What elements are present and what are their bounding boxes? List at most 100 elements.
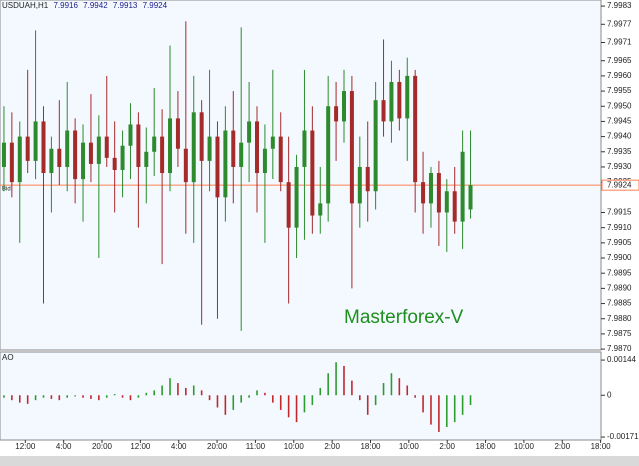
x-tick-label: 20:00 xyxy=(92,442,113,451)
y-tick-label: 7.9910 xyxy=(607,223,632,232)
x-tick-label: 18:00 xyxy=(360,442,381,451)
x-tick-label: 2:00 xyxy=(324,442,340,451)
candle-body xyxy=(428,173,433,204)
candle-body xyxy=(120,145,125,170)
candle-body xyxy=(262,148,267,174)
y-tick-label: 7.9935 xyxy=(607,147,632,156)
candle-body xyxy=(73,130,78,180)
candle-body xyxy=(318,203,323,216)
x-tick-label: 4:00 xyxy=(56,442,72,451)
y-tick-label: 7.9965 xyxy=(607,56,632,65)
y-tick-label: 7.9875 xyxy=(607,329,632,338)
candle-body xyxy=(302,130,307,167)
candle-body xyxy=(365,166,370,192)
candle-body xyxy=(413,75,418,183)
candle-body xyxy=(1,142,6,167)
candle-body xyxy=(57,148,62,167)
y-tick-label: -0.00171 xyxy=(607,432,639,441)
candle-body xyxy=(341,91,346,122)
candle-body xyxy=(128,124,133,146)
candle-body xyxy=(223,130,228,198)
x-tick-label: 11:00 xyxy=(246,442,266,451)
candle-body xyxy=(326,106,331,204)
candle-body xyxy=(96,136,101,164)
candle-body xyxy=(199,112,204,161)
x-tick-label: 10:00 xyxy=(399,442,420,451)
candle-body xyxy=(452,191,457,222)
y-tick-label: 7.9885 xyxy=(607,299,632,308)
candle-body xyxy=(468,185,473,210)
candle-body xyxy=(334,106,339,122)
x-tick-label: 2:00 xyxy=(439,442,455,451)
candle-body xyxy=(286,182,291,228)
main-panel xyxy=(0,0,602,351)
candle-body xyxy=(239,142,244,167)
candle-body xyxy=(88,142,93,164)
header: USDUAH,H1 7.9916 7.9942 7.9913 7.9924 xyxy=(2,1,168,10)
bid-price: 7.9924 xyxy=(607,180,632,189)
candle-body xyxy=(25,136,30,161)
candle-body xyxy=(152,136,157,152)
y-tick-label: 7.9895 xyxy=(607,268,632,277)
candle-body xyxy=(49,148,54,174)
bid-label: Bid xyxy=(2,187,11,193)
y-tick-label: 0.00144 xyxy=(607,355,636,364)
x-tick-label: 10:00 xyxy=(284,442,305,451)
candle-body xyxy=(65,130,70,167)
candle-body xyxy=(175,118,180,149)
y-tick-label: 7.9983 xyxy=(607,1,632,10)
candle-body xyxy=(160,136,165,174)
candle-body xyxy=(294,166,299,228)
y-tick-label: 7.9950 xyxy=(607,101,632,110)
watermark: Masterforex-V xyxy=(344,307,464,328)
candle-body xyxy=(444,191,449,213)
candle-body xyxy=(278,136,283,183)
candle-body xyxy=(168,118,173,174)
symbol: USDUAH,H1 xyxy=(2,1,49,10)
candle-body xyxy=(104,136,109,158)
x-tick-label: 4:00 xyxy=(171,442,187,451)
scrollbar xyxy=(0,456,639,466)
y-tick-label: 7.9945 xyxy=(607,117,632,126)
candle-body xyxy=(436,173,441,213)
indicator-label: AO xyxy=(2,353,14,362)
candle-body xyxy=(207,136,212,161)
candle-body xyxy=(460,151,465,222)
low-value: 7.9913 xyxy=(113,1,138,10)
x-tick-label: 12:00 xyxy=(15,442,36,451)
y-tick-label: 7.9977 xyxy=(607,19,632,28)
candle-body xyxy=(397,81,402,119)
bid-box xyxy=(601,179,639,191)
candle-body xyxy=(231,130,236,167)
y-tick-label: 7.9915 xyxy=(607,208,632,217)
candle-body xyxy=(215,136,220,198)
close-value: 7.9924 xyxy=(143,1,168,10)
candle-body xyxy=(183,148,188,183)
candle-body xyxy=(191,112,196,183)
y-tick-label: 7.9890 xyxy=(607,283,632,292)
candle-body xyxy=(33,121,38,161)
y-tick-label: 7.9880 xyxy=(607,314,632,323)
candle-body xyxy=(112,157,117,170)
x-tick-label: 10:00 xyxy=(514,442,535,451)
candle-body xyxy=(17,136,22,183)
candle-body xyxy=(405,75,410,119)
y-tick-label: 7.9940 xyxy=(607,132,632,141)
candle-body xyxy=(349,91,354,204)
x-tick-label: 20:00 xyxy=(207,442,228,451)
candle-body xyxy=(421,182,426,204)
y-tick-label: 0 xyxy=(607,390,612,399)
open-value: 7.9916 xyxy=(53,1,78,10)
x-tick-label: 18:00 xyxy=(476,442,497,451)
y-tick-label: 7.9900 xyxy=(607,253,632,262)
candle-body xyxy=(9,142,14,183)
candle-body xyxy=(373,100,378,192)
candle-body xyxy=(255,121,260,174)
candle-body xyxy=(270,136,275,149)
x-tick-label: 18:00 xyxy=(591,442,612,451)
candle-body xyxy=(310,130,315,216)
y-tick-label: 7.9960 xyxy=(607,71,632,80)
y-tick-label: 7.9870 xyxy=(607,344,632,353)
candle-body xyxy=(381,100,386,122)
